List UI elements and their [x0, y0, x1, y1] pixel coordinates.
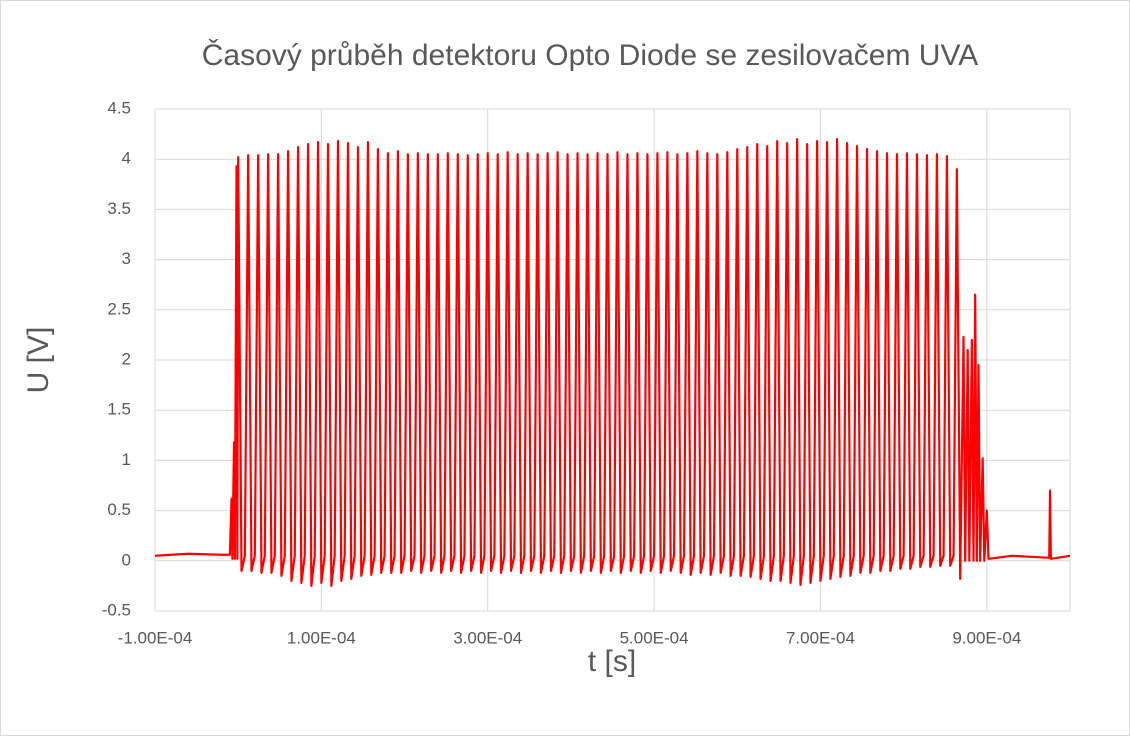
- y-tick-label: 2: [122, 349, 131, 368]
- y-tick-label: -0.5: [102, 600, 131, 619]
- y-tick-label: 2.5: [107, 299, 131, 318]
- y-axis-label: U [V]: [22, 327, 55, 394]
- data-line: [154, 138, 1071, 587]
- y-tick-label: 3.5: [107, 199, 131, 218]
- x-tick-label: 7.00E-04: [786, 628, 855, 647]
- y-tick-label: 1.5: [107, 400, 131, 419]
- y-tick-label: 3: [122, 249, 131, 268]
- y-tick-label: 4.5: [107, 98, 131, 117]
- chart-title: Časový průběh detektoru Opto Diode se ze…: [202, 38, 979, 72]
- x-tick-label: -1.00E-04: [118, 628, 193, 647]
- x-tick-label: 5.00E-04: [620, 628, 689, 647]
- y-tick-label: 1: [122, 450, 131, 469]
- x-tick-label: 9.00E-04: [952, 628, 1021, 647]
- y-tick-label: 4: [122, 149, 131, 168]
- x-tick-label: 3.00E-04: [453, 628, 522, 647]
- x-axis-label: t [s]: [588, 645, 636, 678]
- y-tick-label: 0.5: [107, 500, 131, 519]
- y-tick-label: 0: [122, 550, 131, 569]
- x-tick-label: 1.00E-04: [287, 628, 356, 647]
